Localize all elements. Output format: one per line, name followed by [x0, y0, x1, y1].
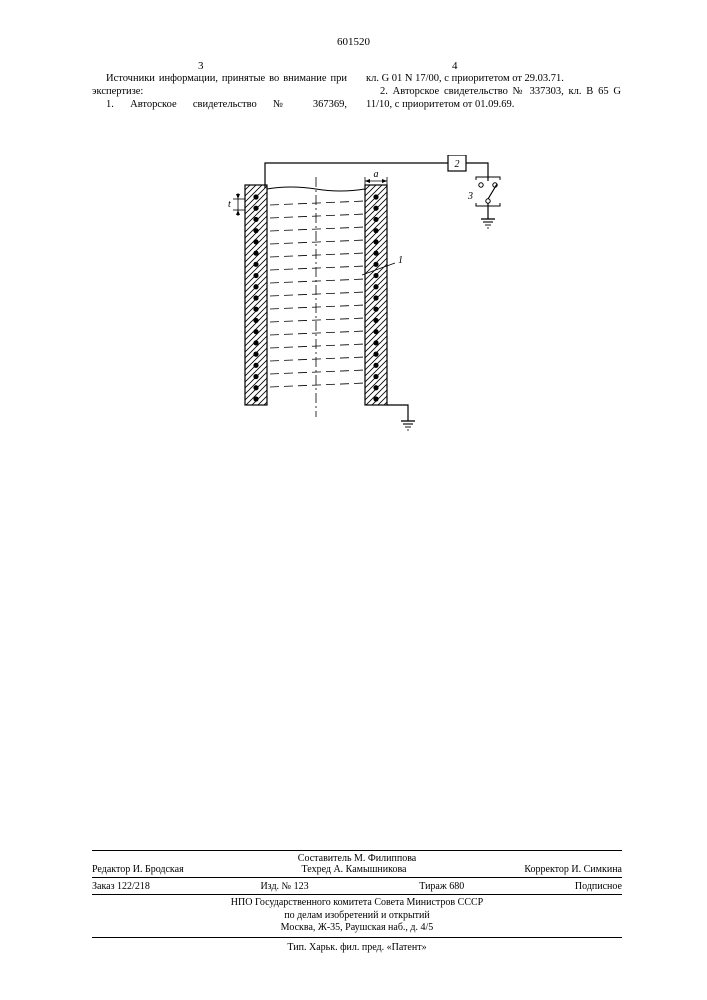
page-number-right: 4 — [452, 60, 458, 72]
liquid-dashes — [270, 201, 363, 387]
paragraph: 2. Авторское свидетельство № 337303, кл.… — [366, 85, 621, 111]
credits-row: Редактор И. Бродская Техред А. Камышнико… — [92, 864, 622, 875]
footer: Составитель М. Филиппова Редактор И. Бро… — [92, 848, 622, 953]
paragraph: 1. Авторское свидетельство № 367369, — [92, 98, 347, 111]
technical-figure: 2 3 a t 1 — [190, 155, 530, 455]
org-line: Москва, Ж-35, Раушская наб., д. 4/5 — [92, 922, 622, 935]
doc-number: 601520 — [0, 36, 707, 48]
figure-label-2: 2 — [455, 159, 460, 170]
techred: Техред А. Камышникова — [302, 864, 407, 875]
text-column-left: Источники информации, принятые во вниман… — [92, 72, 347, 111]
paragraph: кл. G 01 N 17/00, с приоритетом от 29.03… — [366, 72, 621, 85]
org-line: по делам изобретений и открытий — [92, 910, 622, 923]
figure-label-a: a — [374, 169, 379, 180]
typography: Тип. Харьк. фил. пред. «Патент» — [92, 942, 622, 953]
figure-label-1: 1 — [398, 255, 403, 266]
podpis: Подписное — [575, 881, 622, 892]
editor: Редактор И. Бродская — [92, 864, 184, 875]
text-column-right: кл. G 01 N 17/00, с приоритетом от 29.03… — [366, 72, 621, 111]
org-block: НПО Государственного комитета Совета Мин… — [92, 897, 622, 935]
compiler: Составитель М. Филиппова — [92, 853, 622, 864]
page-number-left: 3 — [198, 60, 204, 72]
order-row: Заказ 122/218 Изд. № 123 Тираж 680 Подпи… — [92, 881, 622, 892]
paragraph: Источники информации, принятые во вниман… — [92, 72, 347, 98]
order: Заказ 122/218 — [92, 881, 150, 892]
corrector: Корректор И. Симкина — [524, 864, 622, 875]
tirazh: Тираж 680 — [419, 881, 464, 892]
izd: Изд. № 123 — [260, 881, 308, 892]
org-line: НПО Государственного комитета Совета Мин… — [92, 897, 622, 910]
figure-label-t: t — [228, 199, 231, 210]
figure-label-3: 3 — [467, 191, 473, 202]
